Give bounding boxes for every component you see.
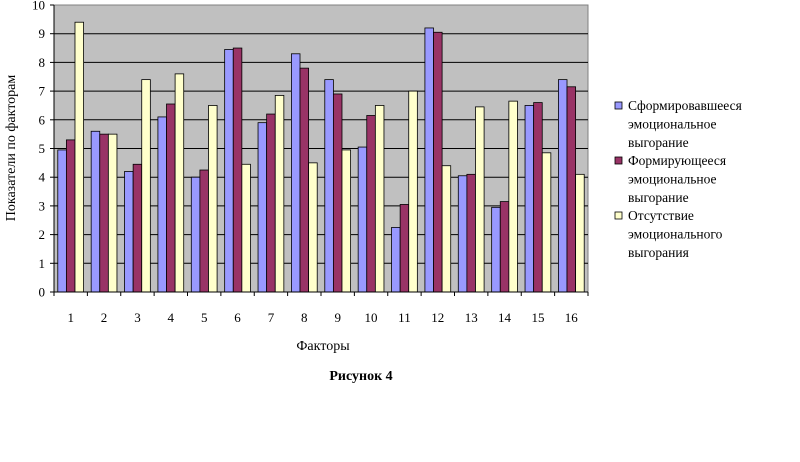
legend-label: эмоциональное [628,117,717,132]
bar [475,106,485,293]
bar [90,130,101,293]
bar [99,133,109,293]
legend-label: выгорание [628,190,689,205]
bar [558,79,568,293]
x-tick-label: 5 [201,310,208,325]
legend-swatch [614,101,623,110]
x-tick-label: 8 [301,310,308,325]
bar [141,79,151,293]
y-tick-label: 1 [39,256,46,271]
x-tick-labels: 1 2 3 4 5 6 7 8 9 10 11 12 13 14 15 16 [53,292,589,325]
x-tick-label: 3 [134,310,141,325]
bar [107,133,118,293]
y-tick-label: 0 [39,285,46,300]
figure-caption: Рисунок 4 [329,369,392,384]
bar [575,173,585,293]
x-tick-label: 7 [268,310,275,325]
bar [124,171,134,293]
bar [399,204,410,293]
legend-label: Формирующееся [628,153,726,168]
y-axis-title: Показатели по факторам [4,75,19,222]
bar [332,93,343,293]
bar [224,49,234,293]
x-tick-label: 15 [531,310,544,325]
y-tick-label: 6 [39,112,46,127]
bars [57,21,585,293]
bar [433,31,443,293]
bar [74,21,84,293]
x-tick-label: 11 [398,310,411,325]
legend-label: Сформировавшееся [628,98,742,113]
bar [232,47,243,293]
bar [157,116,167,293]
y-tick-label: 9 [39,26,46,41]
bar [408,90,418,293]
x-tick-label: 1 [67,310,74,325]
y-tick-label: 2 [39,227,46,242]
x-tick-label: 14 [498,310,512,325]
bar [190,176,201,293]
bar [266,113,276,293]
x-tick-label: 13 [465,310,478,325]
x-tick-label: 9 [334,310,341,325]
bar [499,201,510,293]
bar [257,122,268,293]
bar [324,79,334,293]
bar [166,103,176,293]
x-tick-label: 2 [101,310,108,325]
y-tick-label: 5 [39,141,46,156]
legend-label: выгорание [628,135,689,150]
bar [533,102,543,293]
bar [466,173,476,293]
legend: Сформировавшееся эмоциональное выгорание Фо… [614,98,742,260]
bar [491,206,501,293]
y-tick-label: 4 [39,170,46,185]
bar [291,53,301,293]
legend-label: эмоционального [628,227,723,242]
bar [199,169,209,293]
bar [208,105,218,293]
legend-label: выгорания [628,245,689,260]
bar [524,105,535,293]
bar [341,149,351,293]
bar [424,27,434,293]
x-tick-label: 10 [365,310,378,325]
bar [299,67,310,293]
x-tick-label: 12 [431,310,444,325]
y-tick-label: 7 [39,84,46,99]
legend-swatch [614,156,623,165]
bar [374,105,385,293]
bar [132,163,143,293]
bar [441,165,452,293]
y-tick-label: 10 [32,0,45,13]
legend-swatch [614,211,623,220]
bar [308,162,318,293]
bar [65,139,76,293]
bar [541,152,552,293]
bar [241,163,251,293]
bar [391,227,401,293]
x-tick-label: 4 [168,310,175,325]
x-axis-title: Факторы [296,339,350,354]
legend-box [608,90,798,270]
bar [174,73,185,293]
bar [366,115,376,293]
y-tick-labels: 0 1 2 3 4 5 6 7 8 9 10 [32,0,54,300]
bar [57,149,67,293]
bar [457,175,468,293]
y-tick-label: 3 [39,198,46,213]
legend-label: эмоциональное [628,172,717,187]
x-tick-label: 6 [234,310,241,325]
bar [274,95,285,293]
bar [357,146,368,293]
x-tick-label: 16 [565,310,579,325]
bar [508,100,518,293]
y-tick-label: 8 [39,55,46,70]
legend-label: Отсутствие [628,208,694,223]
bar [566,86,577,293]
